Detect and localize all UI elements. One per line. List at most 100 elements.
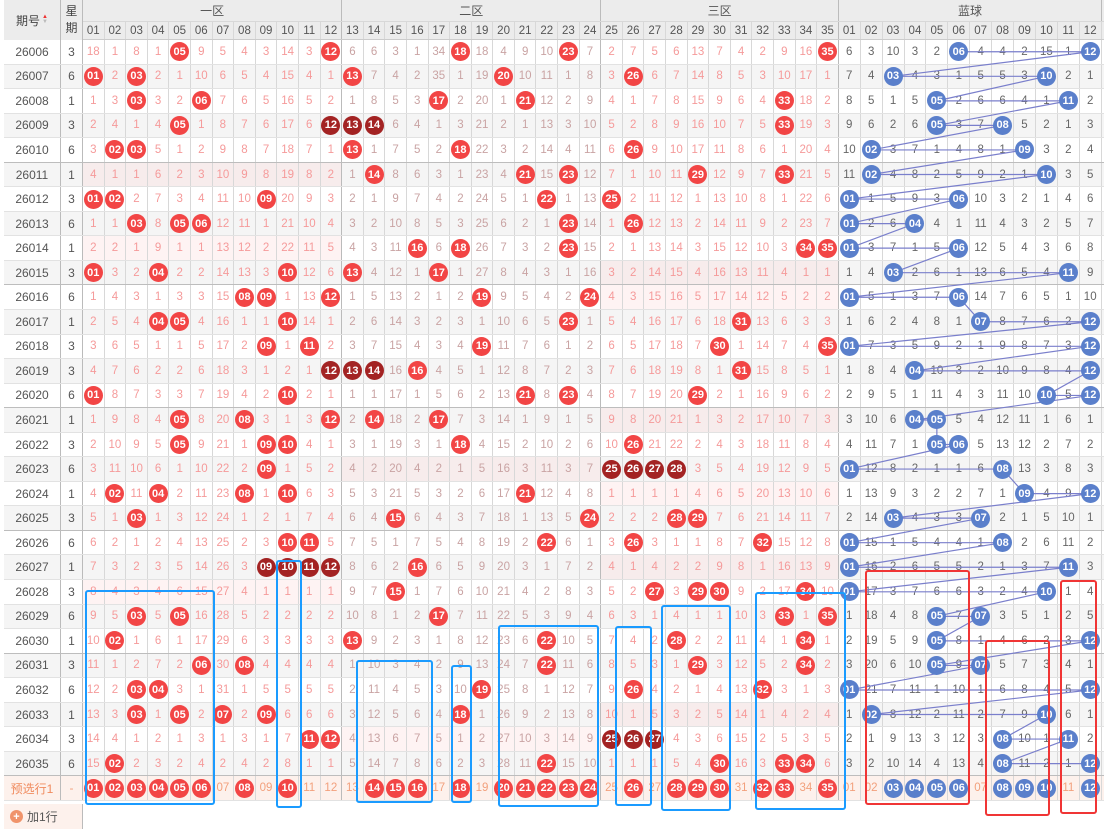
preselect-red-cell[interactable]: 07: [213, 776, 235, 800]
red-cell: 5: [364, 530, 386, 555]
preselect-red-cell[interactable]: 34: [796, 776, 818, 800]
selected-red-ball[interactable]: 10: [278, 778, 298, 798]
preselect-blue-cell[interactable]: 04: [905, 776, 927, 800]
preselect-red-cell[interactable]: 13: [342, 776, 364, 800]
preselect-red-cell[interactable]: 05: [169, 776, 191, 800]
selected-red-ball[interactable]: 16: [407, 778, 427, 798]
selected-red-ball[interactable]: 18: [450, 778, 470, 798]
preselect-blue-cell[interactable]: 02: [861, 776, 883, 800]
preselect-red-cell[interactable]: 21: [515, 776, 537, 800]
red-cell: 4: [191, 187, 213, 211]
selected-blue-ball[interactable]: 05: [927, 778, 947, 798]
selected-red-ball[interactable]: 30: [710, 778, 730, 798]
selected-red-ball[interactable]: 26: [623, 778, 643, 798]
selected-blue-ball[interactable]: 12: [1080, 778, 1100, 798]
red-cell: 10: [666, 138, 688, 162]
red-cell: 4: [299, 432, 321, 457]
selected-red-ball[interactable]: 06: [191, 778, 211, 798]
sort-icon[interactable]: ▲ ▼: [42, 14, 48, 25]
selected-red-ball[interactable]: 01: [83, 778, 103, 798]
preselect-blue-cell[interactable]: 08: [992, 776, 1015, 800]
preselect-blue-cell[interactable]: 05: [926, 776, 949, 800]
preselect-red-cell[interactable]: 01: [83, 776, 105, 800]
preselect-blue-cell[interactable]: 12: [1080, 776, 1102, 800]
preselect-blue-cell[interactable]: 03: [883, 776, 905, 800]
selected-red-ball[interactable]: 22: [537, 778, 557, 798]
red-cell: 3: [817, 310, 839, 334]
preselect-blue-cell[interactable]: 01: [839, 776, 861, 800]
preselect-red-cell[interactable]: 35: [817, 776, 839, 800]
selected-blue-ball[interactable]: 04: [905, 778, 925, 798]
add-row-button[interactable]: + 加1行: [4, 804, 83, 829]
preselect-red-cell[interactable]: 10: [277, 776, 299, 800]
preselect-red-cell[interactable]: 23: [558, 776, 580, 800]
preselect-blue-cell[interactable]: 07: [970, 776, 993, 800]
selected-red-ball[interactable]: 21: [515, 778, 535, 798]
selected-red-ball[interactable]: 03: [126, 778, 146, 798]
preselect-red-cell[interactable]: 22: [536, 776, 559, 800]
selected-blue-ball[interactable]: 06: [949, 778, 969, 798]
selected-red-ball[interactable]: 24: [580, 778, 600, 798]
preselect-blue-cell[interactable]: 11: [1058, 776, 1080, 800]
preselect-red-cell[interactable]: 31: [731, 776, 753, 800]
selected-red-ball[interactable]: 35: [817, 778, 837, 798]
preselect-red-cell[interactable]: 20: [493, 776, 515, 800]
preselect-red-cell[interactable]: 14: [364, 776, 386, 800]
selected-blue-ball[interactable]: 03: [883, 778, 903, 798]
selected-red-ball[interactable]: 33: [774, 778, 794, 798]
selected-red-ball[interactable]: 14: [364, 778, 384, 798]
preselect-red-cell[interactable]: 16: [407, 776, 429, 800]
preselect-red-cell[interactable]: 09: [256, 776, 278, 800]
selected-red-ball[interactable]: 02: [105, 778, 125, 798]
selected-red-ball[interactable]: 23: [558, 778, 578, 798]
red-cell: 18: [385, 408, 407, 432]
preselect-blue-cell[interactable]: 10: [1036, 776, 1058, 800]
preselect-blue-cell[interactable]: 06: [948, 776, 971, 800]
selected-blue-ball[interactable]: 10: [1036, 778, 1056, 798]
preselect-red-cell[interactable]: 26: [623, 776, 645, 800]
selected-red-ball[interactable]: 32: [753, 778, 773, 798]
red-cell: 4: [364, 260, 386, 285]
selected-red-ball[interactable]: 20: [494, 778, 514, 798]
preselect-red-cell[interactable]: 15: [385, 776, 407, 800]
blue-cell: 1: [839, 604, 861, 629]
preselect-red-cell[interactable]: 08: [234, 776, 256, 800]
period-header[interactable]: 期号 ▲ ▼: [4, 0, 61, 40]
selected-red-ball[interactable]: 04: [148, 778, 168, 798]
preselect-red-cell[interactable]: 30: [709, 776, 731, 800]
preselect-red-cell[interactable]: 17: [429, 776, 451, 800]
selected-blue-ball[interactable]: 09: [1014, 778, 1034, 798]
red-cell: 3: [752, 64, 774, 89]
preselect-blue-cell[interactable]: 09: [1014, 776, 1036, 800]
preselect-red-cell[interactable]: 11: [299, 776, 321, 800]
preselect-red-cell[interactable]: 29: [688, 776, 710, 800]
red-cell: 3: [234, 727, 256, 751]
preselect-red-cell[interactable]: 02: [105, 776, 127, 800]
preselect-red-cell[interactable]: 12: [321, 776, 343, 800]
red-cell: 2: [558, 89, 580, 113]
preselect-red-cell[interactable]: 19: [472, 776, 494, 800]
preselect-red-cell[interactable]: 03: [126, 776, 148, 800]
preselect-red-cell[interactable]: 04: [148, 776, 170, 800]
preselect-red-cell[interactable]: 28: [666, 776, 688, 800]
selected-red-ball[interactable]: 05: [170, 778, 190, 798]
preselect-red-cell[interactable]: 24: [580, 776, 602, 800]
blue-ball: 11: [1058, 91, 1078, 111]
blue-cell: 4: [1036, 481, 1058, 506]
red-cell: 29: [688, 506, 710, 530]
selected-red-ball[interactable]: 28: [666, 778, 686, 798]
blue-cell: 8: [883, 457, 905, 481]
blue-cell: 12: [1080, 383, 1102, 408]
selected-red-ball[interactable]: 15: [386, 778, 406, 798]
preselect-red-cell[interactable]: 06: [191, 776, 213, 800]
preselect-red-cell[interactable]: 25: [601, 776, 623, 800]
red-ball: 04: [148, 680, 168, 700]
preselect-red-cell[interactable]: 18: [450, 776, 472, 800]
preselect-red-cell[interactable]: 33: [774, 776, 796, 800]
preselect-red-cell[interactable]: 32: [752, 776, 774, 800]
selected-red-ball[interactable]: 29: [688, 778, 708, 798]
selected-red-ball[interactable]: 08: [234, 778, 254, 798]
selected-blue-ball[interactable]: 08: [993, 778, 1013, 798]
preselect-red-cell[interactable]: 27: [644, 776, 667, 800]
blue-ball: 12: [1080, 754, 1100, 774]
